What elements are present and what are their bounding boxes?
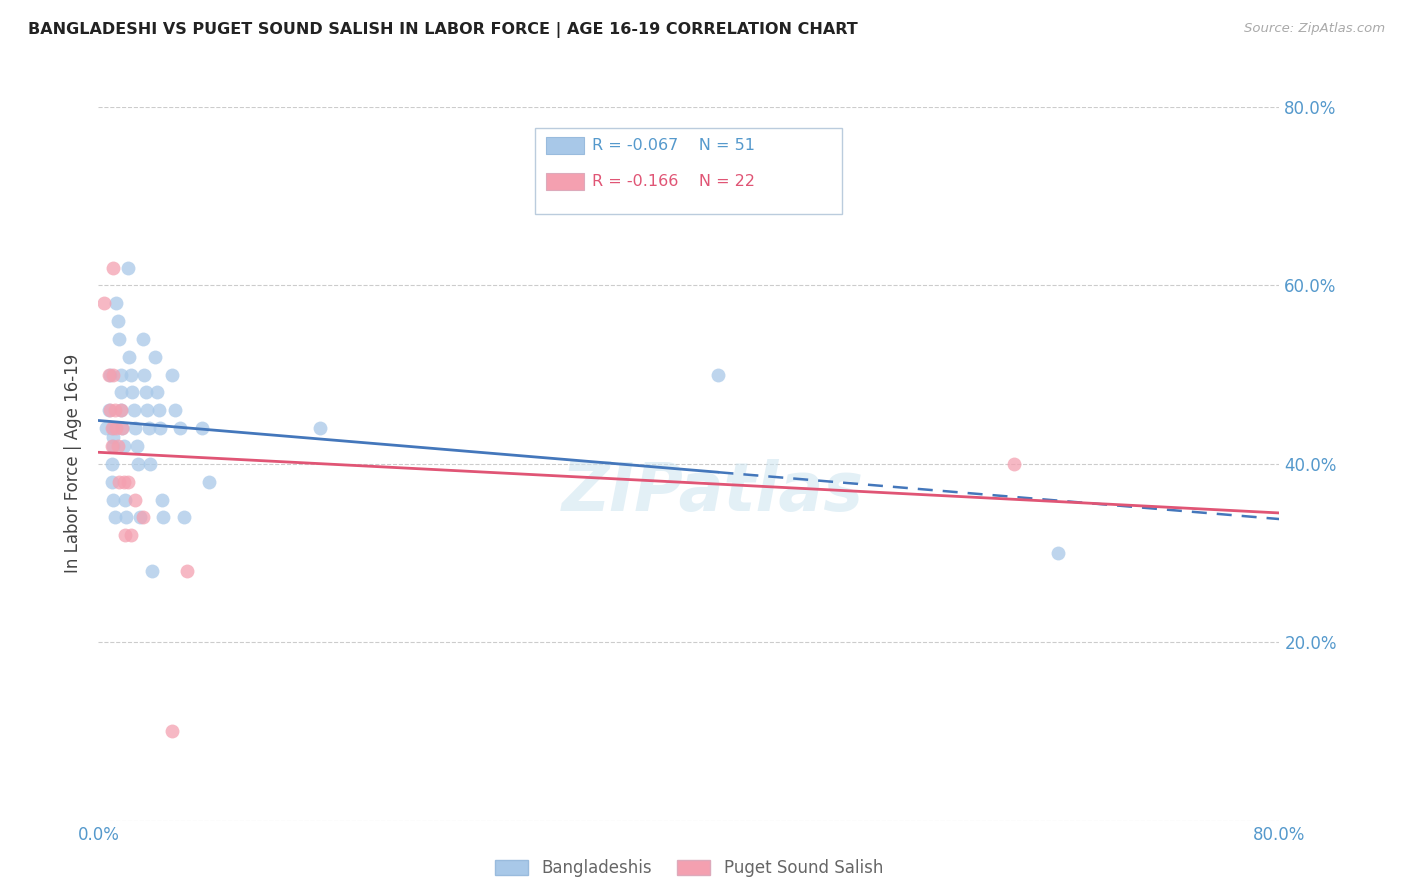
Point — [104, 403, 127, 417]
Y-axis label: In Labor Force | Age 16-19: In Labor Force | Age 16-19 — [65, 354, 83, 574]
Point — [176, 564, 198, 578]
Point — [132, 510, 155, 524]
Point — [111, 421, 134, 435]
Point — [105, 421, 128, 435]
Point — [134, 368, 156, 382]
Point — [94, 421, 117, 435]
Point — [100, 457, 122, 471]
Point — [124, 492, 146, 507]
Point — [103, 430, 125, 444]
Point — [148, 403, 170, 417]
Text: ZIPatlas: ZIPatlas — [561, 459, 863, 525]
Point — [107, 314, 129, 328]
Point — [104, 510, 127, 524]
Text: R = -0.067    N = 51: R = -0.067 N = 51 — [592, 138, 755, 153]
Point — [136, 403, 159, 417]
Point — [132, 332, 155, 346]
Point — [108, 332, 131, 346]
Point — [150, 492, 173, 507]
Text: BANGLADESHI VS PUGET SOUND SALISH IN LABOR FORCE | AGE 16-19 CORRELATION CHART: BANGLADESHI VS PUGET SOUND SALISH IN LAB… — [28, 22, 858, 38]
Point — [152, 510, 174, 524]
Point — [165, 403, 187, 417]
Legend: Bangladeshis, Puget Sound Salish: Bangladeshis, Puget Sound Salish — [488, 853, 890, 884]
Point — [309, 421, 332, 435]
Point — [112, 475, 135, 489]
Point — [110, 403, 132, 417]
Point — [143, 350, 166, 364]
Point — [100, 421, 122, 435]
Point — [117, 260, 139, 275]
Point — [117, 475, 139, 489]
Point — [107, 439, 129, 453]
Point — [707, 368, 730, 382]
Point — [103, 492, 125, 507]
Point — [198, 475, 221, 489]
Point — [114, 492, 136, 507]
Point — [121, 385, 143, 400]
Point — [111, 421, 134, 435]
Point — [124, 421, 146, 435]
Point — [110, 385, 132, 400]
Point — [98, 368, 121, 382]
Point — [120, 368, 142, 382]
Point — [112, 439, 135, 453]
Point — [103, 421, 125, 435]
Point — [128, 510, 150, 524]
Point — [125, 439, 148, 453]
Point — [115, 510, 138, 524]
Point — [149, 421, 172, 435]
Point — [114, 528, 136, 542]
Point — [100, 439, 122, 453]
Point — [162, 368, 183, 382]
Point — [169, 421, 191, 435]
Point — [103, 439, 125, 453]
Point — [103, 260, 125, 275]
Point — [97, 368, 120, 382]
Point — [1002, 457, 1025, 471]
Point — [108, 475, 131, 489]
Point — [138, 421, 160, 435]
Point — [120, 528, 142, 542]
Point — [105, 296, 128, 310]
Point — [110, 403, 132, 417]
Point — [146, 385, 169, 400]
Point — [122, 403, 145, 417]
Point — [98, 403, 121, 417]
Point — [1046, 546, 1069, 560]
FancyBboxPatch shape — [546, 137, 583, 154]
Point — [97, 403, 120, 417]
Point — [100, 475, 122, 489]
Point — [110, 368, 132, 382]
Text: Source: ZipAtlas.com: Source: ZipAtlas.com — [1244, 22, 1385, 36]
Point — [135, 385, 157, 400]
Point — [141, 564, 163, 578]
Point — [191, 421, 214, 435]
Point — [93, 296, 115, 310]
Point — [118, 350, 141, 364]
FancyBboxPatch shape — [536, 128, 842, 214]
Point — [173, 510, 195, 524]
Point — [139, 457, 162, 471]
Point — [162, 724, 183, 739]
Point — [127, 457, 149, 471]
FancyBboxPatch shape — [546, 173, 583, 190]
Point — [103, 368, 125, 382]
Text: R = -0.166    N = 22: R = -0.166 N = 22 — [592, 174, 755, 189]
